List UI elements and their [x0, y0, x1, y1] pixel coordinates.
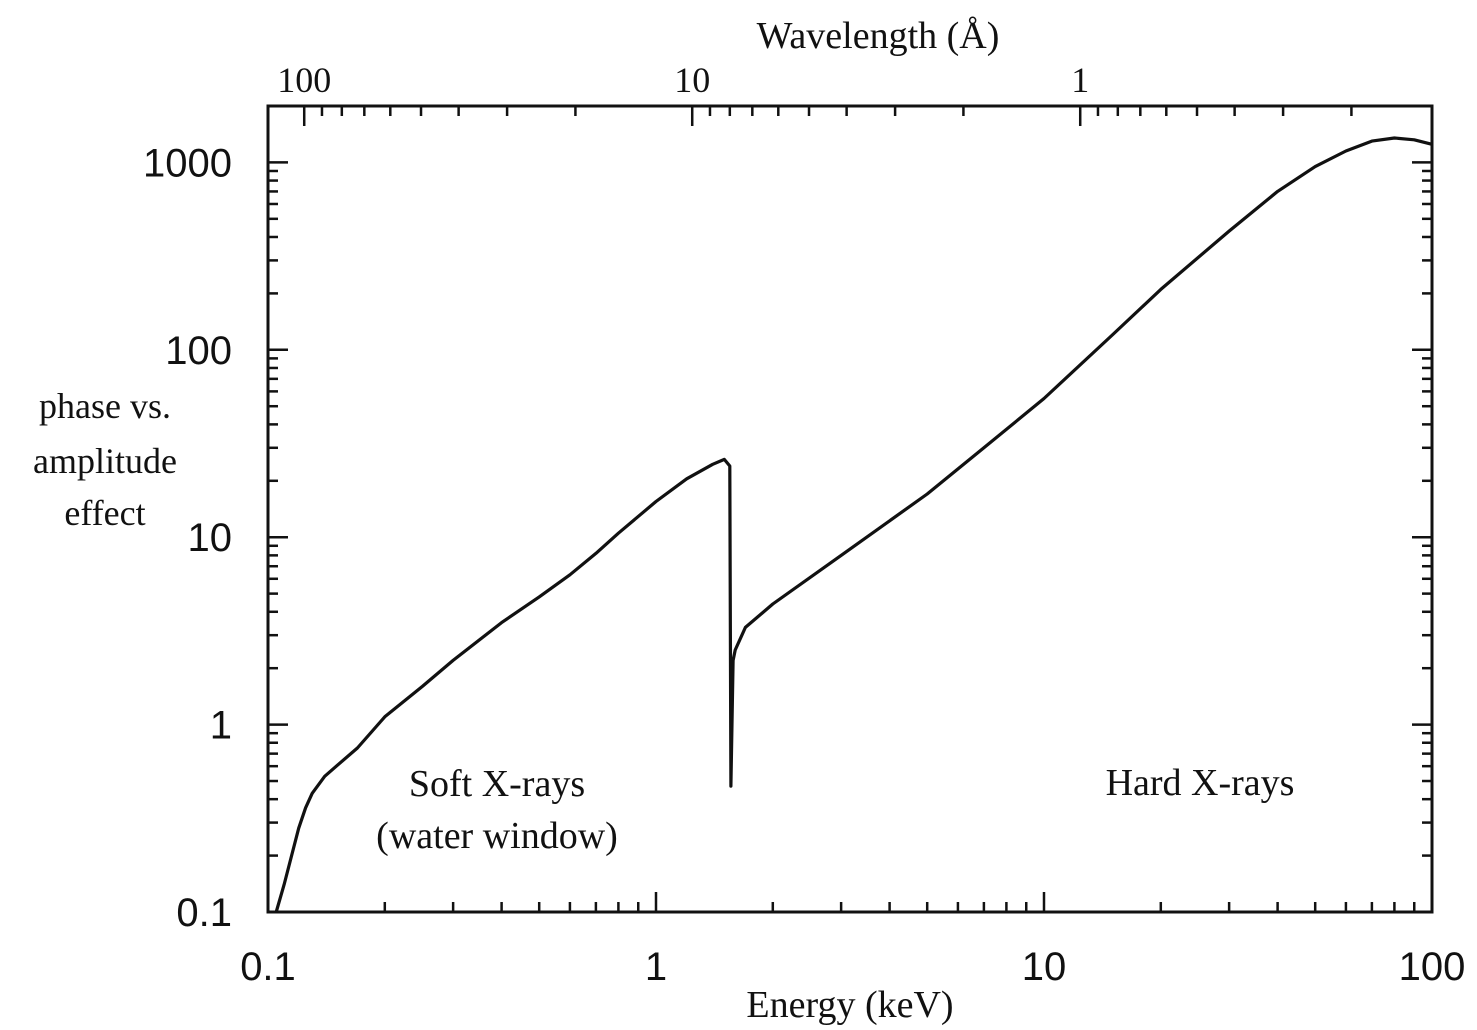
y-axis-title: phase vs. amplitude effect	[33, 386, 177, 533]
y-tick-label: 10	[188, 516, 233, 560]
x-tick-labels: 0.1 1 10 100	[240, 945, 1465, 989]
y-tick-label: 0.1	[176, 891, 232, 935]
annotation-water-window: (water window)	[376, 815, 618, 857]
x-tick-label: 100	[1399, 945, 1466, 989]
tick-marks	[266, 104, 1432, 914]
y-axis-title-line-2: amplitude	[33, 441, 177, 481]
annotation-hard-xrays: Hard X-rays	[1106, 762, 1295, 804]
x-tick-label: 1	[645, 945, 667, 989]
y-tick-label: 1000	[143, 141, 232, 185]
y-tick-label: 1	[210, 704, 232, 748]
x2-tick-label: 100	[277, 60, 331, 100]
y-tick-label: 100	[165, 329, 232, 373]
x-tick-label: 0.1	[240, 945, 296, 989]
y-axis-title-line-1: phase vs.	[39, 386, 171, 426]
x-axis-title: Energy (keV)	[746, 984, 953, 1026]
x-tick-label: 10	[1022, 945, 1067, 989]
series-line	[274, 136, 1433, 913]
x2-tick-label: 1	[1071, 60, 1089, 100]
plot-frame	[266, 104, 1434, 914]
x2-tick-labels: 100 10 1	[277, 60, 1089, 100]
y-axis-title-line-3: effect	[64, 493, 145, 533]
x2-axis-title: Wavelength (Å)	[757, 15, 1000, 57]
annotation-soft-xrays: Soft X-rays	[409, 763, 585, 805]
y-tick-labels: 0.1 1 10 100 1000	[143, 141, 232, 935]
x2-tick-label: 10	[674, 60, 710, 100]
